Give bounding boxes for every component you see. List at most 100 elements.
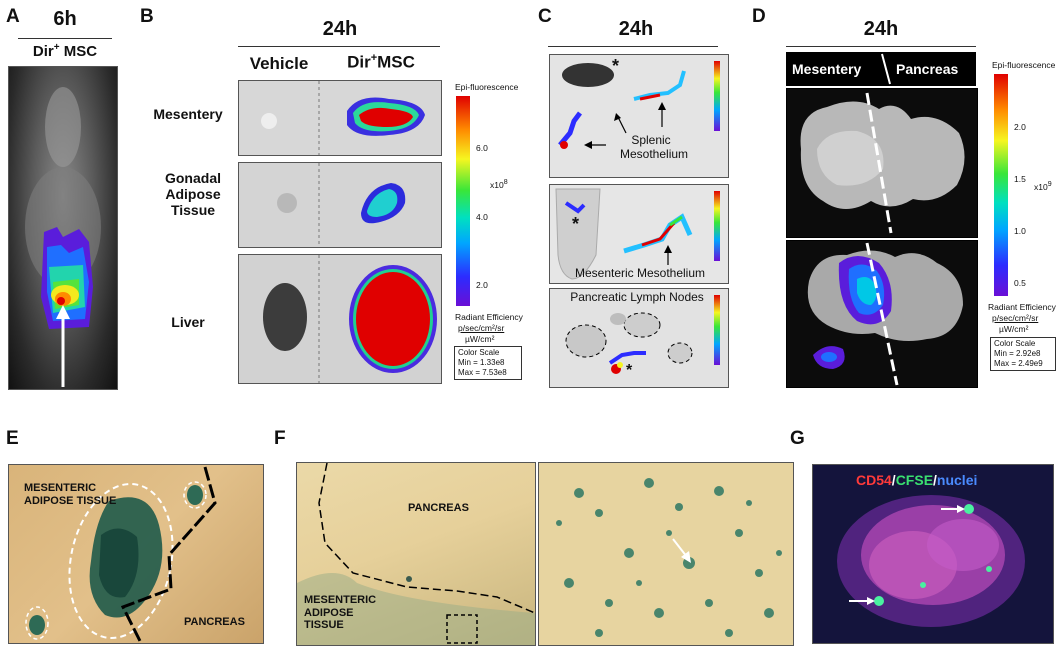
panel-a-label-sup: +	[53, 42, 60, 53]
mesentery-image	[238, 80, 442, 156]
panel-b-row-mesentery: Mesentery	[153, 106, 223, 122]
panel-a-label: Dir+ MSC	[18, 42, 112, 60]
splenic-asterisk: *	[612, 56, 620, 76]
panel-a-label-msc: MSC	[59, 43, 98, 60]
panel-d-exp-sup: 9	[1047, 180, 1052, 188]
panel-d-tick-10: 1.0	[1014, 226, 1026, 236]
panel-f-left-image	[296, 462, 536, 646]
panel-b-row-liver: Liver	[171, 314, 205, 330]
mesenteric-asterisk: *	[572, 214, 580, 234]
panel-d-bottom-image	[786, 240, 978, 388]
panel-d-exp-base: x10	[1034, 181, 1048, 192]
panel-a-rule	[18, 38, 112, 39]
mesenteric-label: Mesenteric Mesothelium	[574, 266, 706, 280]
panel-g-svg	[837, 495, 1025, 627]
panel-b-units1: Radiant Efficiency	[455, 312, 523, 322]
panel-b-exp: x108	[490, 178, 508, 190]
panel-d-right-label: Pancreas	[896, 61, 959, 77]
panel-d-colorbar	[994, 74, 1008, 296]
panel-b-exp-base: x10	[490, 179, 504, 190]
panel-d-units3: µW/cm²	[999, 324, 1029, 334]
panel-b-units2: p/sec/cm²/sr	[458, 323, 505, 333]
panel-f-right-image	[538, 462, 794, 646]
splenic-label: Splenic Mesothelium	[620, 133, 689, 161]
panel-f-letter: F	[274, 428, 286, 449]
panel-d-tick-20: 2.0	[1014, 122, 1026, 132]
mesenteric-image	[549, 184, 729, 284]
panel-b-letter: B	[140, 6, 154, 27]
panel-d-cs-min: Min = 2.92e8	[994, 349, 1041, 358]
panel-g-legend-slash1: /	[891, 472, 896, 488]
panel-d-tick-15: 1.5	[1014, 174, 1026, 184]
panel-d-cbar-title: Epi-fluorescence	[992, 60, 1056, 70]
panel-e-pancreas-label: PANCREAS	[184, 616, 245, 628]
panel-d-exp: x109	[1034, 180, 1052, 192]
gonadal-svg	[277, 163, 406, 247]
panel-b-row-gonadal: Gonadal Adipose Tissue	[164, 170, 221, 219]
panel-b-col-dir: Dir	[347, 52, 371, 72]
panel-f-right-svg	[556, 478, 782, 637]
panel-b-units3: µW/cm²	[465, 334, 495, 344]
panel-b-cbar-title: Epi-fluorescence	[455, 82, 519, 92]
panel-g-legend-nuclei: nuclei	[936, 472, 978, 488]
panel-d-header: Mesentery Pancreas	[786, 52, 976, 86]
mouse-image	[8, 66, 118, 390]
panel-d-time: 24h	[863, 18, 899, 40]
panel-a-label-dir: Dir	[32, 43, 54, 60]
mouse-heatmap-svg	[25, 87, 101, 387]
panel-b-colorscale: Color Scale Min = 1.33e8 Max = 7.53e8	[454, 346, 522, 380]
splenic-svg	[558, 61, 720, 149]
panel-b-tick-4: 4.0	[476, 212, 488, 222]
panel-c-letter: C	[538, 6, 552, 27]
panel-g-image	[812, 464, 1054, 644]
panel-b-cs-title: Color Scale	[458, 348, 500, 357]
panel-b-time: 24h	[322, 18, 358, 40]
lymph-nodes-label: Pancreatic Lymph Nodes	[570, 290, 704, 304]
panel-a-letter: A	[6, 6, 20, 27]
panel-b-col-sup: +	[370, 52, 378, 64]
mesentery-svg	[261, 81, 425, 155]
panel-b-col-msc: Dir+MSC	[322, 52, 440, 73]
panel-e-letter: E	[6, 428, 19, 449]
panel-e-mesenteric-label: MESENTERIC ADIPOSE TISSUE	[24, 482, 117, 507]
panel-d-cs-title: Color Scale	[994, 339, 1036, 348]
panel-d-cs-max: Max = 2.49e9	[994, 359, 1043, 368]
panel-d-units2: p/sec/cm²/sr	[992, 313, 1039, 323]
panel-e-svg	[25, 466, 217, 643]
panel-b-rule	[238, 46, 440, 47]
liver-image	[238, 254, 442, 384]
gonadal-image	[238, 162, 442, 248]
panel-b-cs-min: Min = 1.33e8	[458, 358, 505, 367]
lymph-nodes-svg	[565, 295, 720, 374]
lymph-asterisk: *	[626, 362, 633, 379]
panel-b-cs-max: Max = 7.53e8	[458, 368, 507, 377]
panel-e-image	[8, 464, 264, 644]
panel-d-units1: Radiant Efficiency	[988, 302, 1056, 312]
panel-b-col-msc-text: MSC	[377, 52, 415, 72]
panel-d-left-label: Mesentery	[792, 61, 862, 77]
panel-g-letter: G	[790, 428, 805, 449]
panel-g-legend-cfse: CFSE	[895, 472, 934, 488]
liver-svg	[263, 255, 437, 383]
panel-a-time: 6h	[53, 8, 77, 30]
panel-g-legend: CD54/CFSE/nuclei	[856, 472, 977, 488]
panel-d-top-image	[786, 88, 978, 238]
panel-c-rule	[548, 46, 718, 47]
panel-d-rule	[786, 46, 976, 47]
panel-d-letter: D	[752, 6, 766, 27]
splenic-image	[549, 54, 729, 178]
panel-b-colorbar	[456, 96, 470, 306]
panel-f-mesenteric-label: MESENTERIC ADIPOSE TISSUE	[304, 594, 377, 632]
panel-b-tick-2: 2.0	[476, 280, 488, 290]
panel-d-bottom-svg	[807, 242, 963, 386]
panel-g-legend-cd54: CD54	[856, 472, 892, 488]
panel-g-legend-slash2: /	[933, 472, 937, 488]
lymph-nodes-image	[549, 288, 729, 388]
panel-d-colorscale: Color Scale Min = 2.92e8 Max = 2.49e9	[990, 337, 1056, 371]
panel-f-left-svg	[297, 463, 535, 645]
panel-b-exp-sup: 8	[503, 178, 508, 186]
panel-f-pancreas-label: PANCREAS	[408, 502, 469, 514]
panel-b-tick-6: 6.0	[476, 143, 488, 153]
panel-b-col-vehicle: Vehicle	[249, 54, 309, 73]
panel-d-tick-05: 0.5	[1014, 278, 1026, 288]
